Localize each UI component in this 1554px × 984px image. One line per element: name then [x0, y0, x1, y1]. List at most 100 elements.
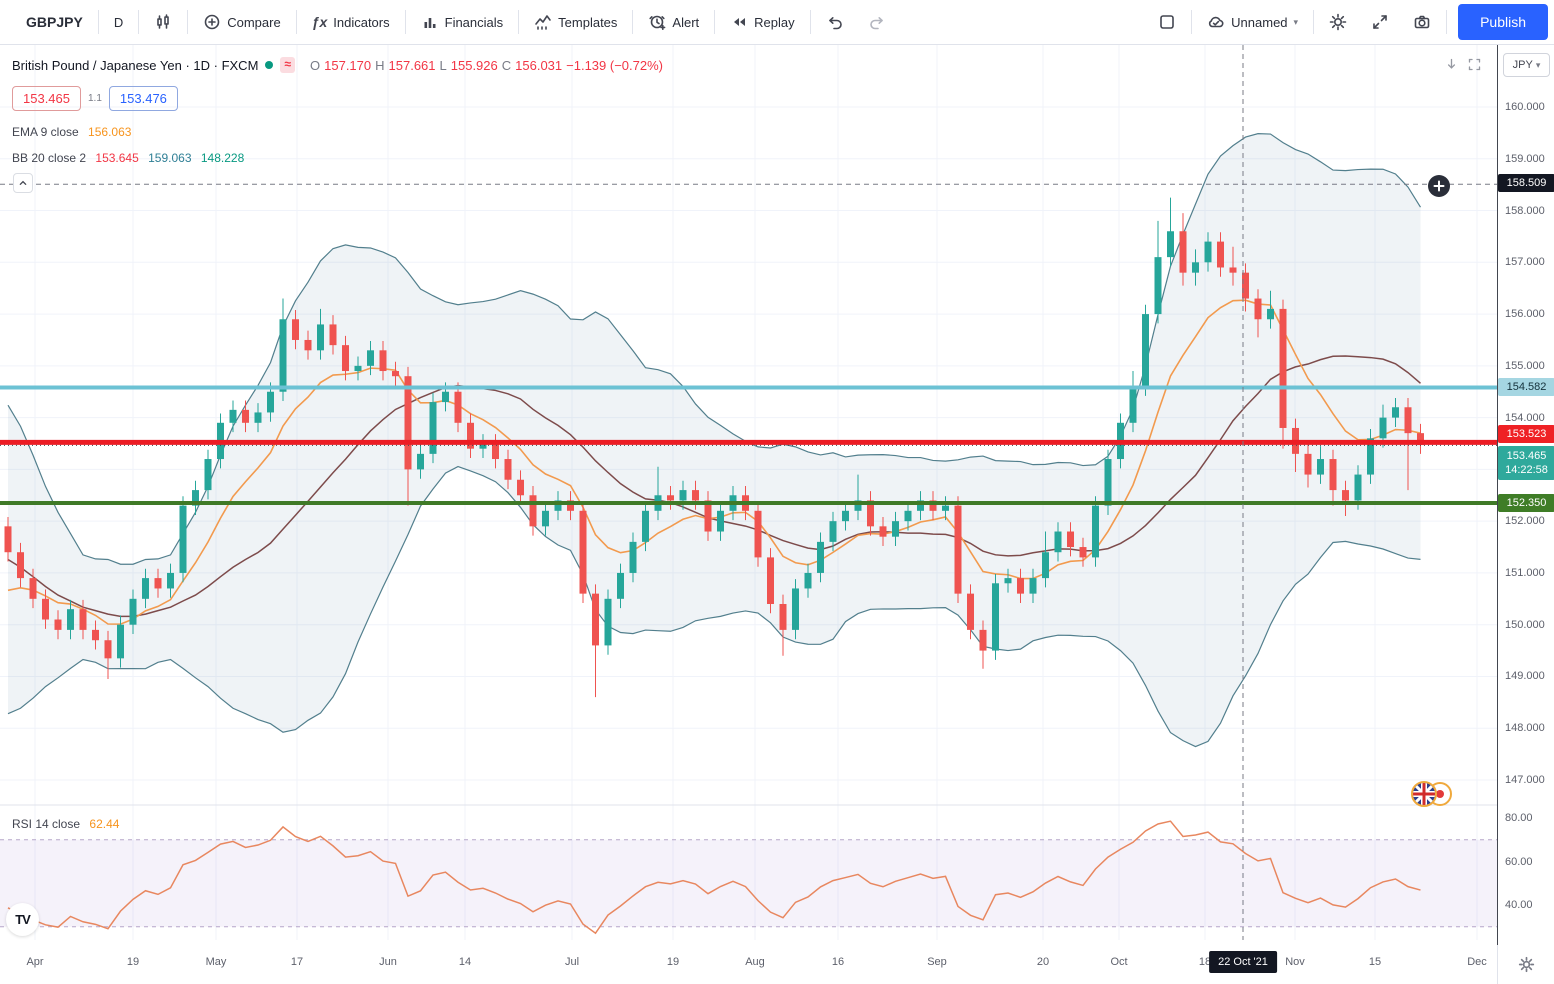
- price-label-cyan: 154.582: [1498, 378, 1554, 397]
- indicators-button[interactable]: ƒx Indicators: [300, 6, 402, 38]
- crosshair-add-alert-button[interactable]: [1428, 175, 1450, 197]
- separator: [1313, 10, 1315, 34]
- rsi-value: 62.44: [89, 817, 120, 831]
- replay-label: Replay: [754, 14, 795, 30]
- time-tick: 14: [458, 956, 472, 968]
- bb-label: BB 20 close 2: [12, 151, 87, 165]
- replay-icon: [730, 13, 748, 31]
- bb-legend-row[interactable]: BB 20 close 2 153.645 159.063 148.228: [12, 151, 663, 165]
- chevron-up-icon: [19, 180, 27, 185]
- chart-style-button[interactable]: [142, 6, 184, 38]
- redo-icon: [868, 13, 886, 31]
- chevron-down-icon: ▾: [1293, 16, 1299, 27]
- maximize-pane-button[interactable]: [1466, 56, 1483, 73]
- ema-label: EMA 9 close: [12, 125, 79, 139]
- compare-label: Compare: [227, 14, 281, 30]
- publish-label: Publish: [1480, 14, 1526, 30]
- fullscreen-button[interactable]: [1359, 6, 1401, 38]
- tradingview-logo: TV: [6, 903, 39, 936]
- price-label-red: 153.523: [1498, 425, 1554, 444]
- price-tick: 157.000: [1505, 256, 1545, 269]
- publish-button[interactable]: Publish: [1458, 4, 1548, 40]
- templates-button[interactable]: Templates: [522, 6, 629, 38]
- time-tick: May: [205, 956, 227, 968]
- cloud-save-button[interactable]: Unnamed ▾: [1195, 6, 1310, 38]
- cloud-check-icon: [1207, 13, 1225, 31]
- time-tick: 19: [126, 956, 140, 968]
- price-tick: 154.000: [1505, 411, 1545, 424]
- interval-label: D: [113, 14, 124, 30]
- data-mode-icon: ≈: [280, 57, 295, 73]
- price-tick: 160.000: [1505, 101, 1545, 113]
- templates-label: Templates: [558, 14, 618, 30]
- plus-icon: [1433, 180, 1445, 192]
- rsi-tick: 40.00: [1505, 899, 1533, 911]
- price-tick: 149.000: [1505, 670, 1545, 683]
- layout-name-label: Unnamed: [1231, 14, 1288, 30]
- price-axis[interactable]: JPY ▾ 160.000 159.000 158.000 157.000 156.00…: [1497, 45, 1554, 945]
- replay-button[interactable]: Replay: [718, 6, 806, 38]
- symbol-info-row[interactable]: British Pound / Japanese Yen · 1D · FXCM…: [12, 57, 663, 73]
- legend-collapse-button[interactable]: [13, 173, 33, 193]
- alert-button[interactable]: Alert: [636, 6, 711, 38]
- currency-unit-button[interactable]: JPY ▾: [1503, 53, 1550, 77]
- close-key: C: [501, 57, 512, 73]
- price-tick: 152.000: [1505, 515, 1545, 528]
- time-tick: Jul: [564, 956, 580, 968]
- pane-controls: [1443, 56, 1483, 73]
- change-value: −1.139 (−0.72%): [566, 57, 663, 73]
- sell-button[interactable]: 153.465: [12, 86, 81, 111]
- scroll-to-recent-button[interactable]: [1443, 56, 1460, 73]
- chart-canvas[interactable]: [0, 45, 1497, 945]
- time-tick: Dec: [1467, 956, 1487, 968]
- time-tick: 17: [290, 956, 304, 968]
- chart-panes[interactable]: British Pound / Japanese Yen · 1D · FXCM…: [0, 45, 1497, 945]
- price-tick: 159.000: [1505, 152, 1545, 165]
- time-tick: Jun: [379, 956, 397, 968]
- price-label-green: 152.350: [1498, 494, 1554, 513]
- templates-icon: [534, 13, 552, 31]
- layout-select-button[interactable]: [1146, 6, 1188, 38]
- bb-lower-value: 148.228: [200, 151, 245, 165]
- financials-button[interactable]: Financials: [409, 6, 516, 38]
- low-key: L: [439, 57, 447, 73]
- separator: [809, 10, 811, 34]
- rsi-label: RSI 14 close: [12, 817, 81, 831]
- redo-button[interactable]: [856, 6, 898, 38]
- time-tick: Nov: [1285, 956, 1305, 968]
- settings-button[interactable]: [1317, 6, 1359, 38]
- ema-legend-row[interactable]: EMA 9 close 156.063: [12, 125, 663, 139]
- separator: [1191, 10, 1193, 34]
- interval-button[interactable]: D: [102, 6, 135, 38]
- fx-icon: ƒx: [311, 14, 328, 30]
- price-tick: 156.000: [1505, 308, 1545, 321]
- separator: [518, 10, 520, 34]
- financials-icon: [421, 13, 439, 31]
- high-key: H: [375, 57, 385, 73]
- low-value: 155.926: [450, 57, 498, 73]
- bb-upper-value: 159.063: [148, 151, 192, 165]
- buy-button[interactable]: 153.476: [108, 86, 178, 111]
- open-value: 157.170: [324, 57, 372, 73]
- undo-button[interactable]: [814, 6, 856, 38]
- separator: [404, 10, 406, 34]
- price-tick: 151.000: [1505, 566, 1545, 579]
- price-tick: 148.000: [1505, 722, 1545, 735]
- top-toolbar: GBPJPY D Compare ƒx Indica: [0, 0, 1554, 45]
- rsi-legend-row[interactable]: RSI 14 close 62.44: [12, 817, 119, 831]
- axis-settings-button[interactable]: [1497, 945, 1554, 984]
- market-status-dot-icon: [265, 61, 274, 69]
- separator: [632, 10, 634, 34]
- time-axis[interactable]: Apr 19 May 17 Jun 14 Jul 19 Aug 16 Sep 20 Oct 18 Nov 15…: [0, 945, 1554, 984]
- toolbar-left-group: GBPJPY D Compare ƒx Indica: [0, 0, 898, 44]
- compare-button[interactable]: Compare: [191, 6, 292, 38]
- symbol-button[interactable]: GBPJPY: [14, 6, 95, 38]
- separator: [138, 10, 140, 34]
- undo-icon: [826, 13, 844, 31]
- separator: [295, 10, 297, 34]
- price-tick: 150.000: [1505, 618, 1545, 631]
- ema-value: 156.063: [88, 125, 132, 139]
- snapshot-button[interactable]: [1401, 6, 1443, 38]
- price-label-teal: 153.465 14:22:58: [1498, 446, 1554, 481]
